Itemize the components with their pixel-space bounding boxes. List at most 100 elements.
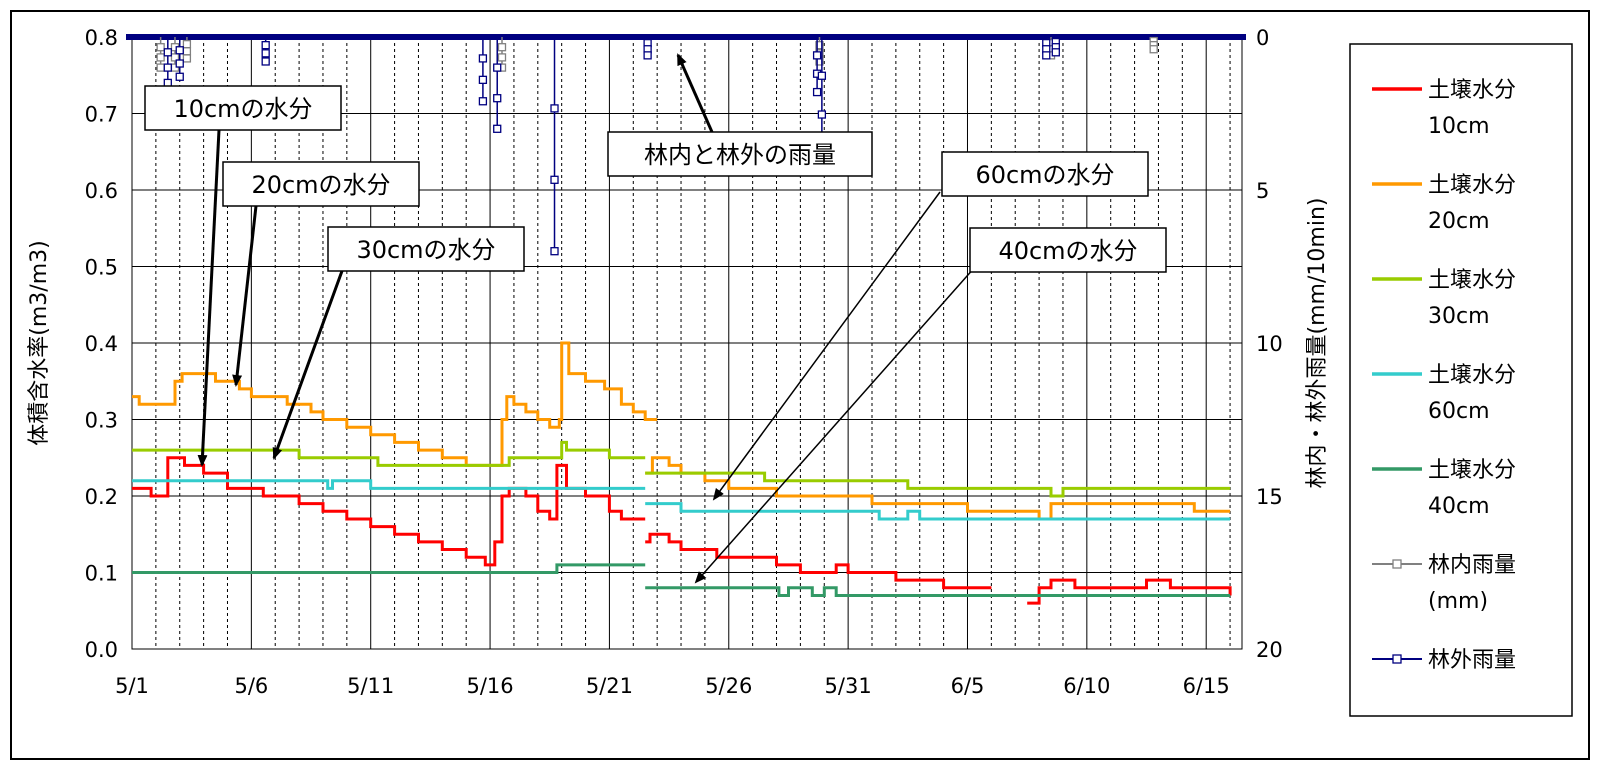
legend-entry-name: 土壌水分 bbox=[1428, 78, 1516, 103]
series-layer bbox=[132, 341, 1232, 605]
rain-in-marker bbox=[1149, 45, 1158, 54]
series-line-4 bbox=[132, 479, 1231, 521]
x-tick-label: 6/10 bbox=[1063, 674, 1110, 698]
x-tick-label: 6/5 bbox=[951, 674, 985, 698]
rain-out-marker bbox=[817, 110, 827, 119]
rain-in-marker bbox=[170, 53, 180, 62]
rain-in-marker bbox=[497, 43, 507, 52]
y2-tick-label: 5 bbox=[1256, 179, 1269, 203]
annotation-label: 40cmの水分 bbox=[998, 237, 1137, 265]
rain-out-marker bbox=[478, 54, 488, 63]
chart-frame: 0.8 0.7 0.6 0.5 0.4 0.3 0.2 0.1 0.0 0 5 10 15 20 5/1 5/… bbox=[10, 10, 1590, 760]
rain-out-marker bbox=[163, 48, 172, 57]
y2-tick-label: 20 bbox=[1256, 638, 1283, 662]
y2-tick-label: 0 bbox=[1256, 26, 1269, 50]
annotation-box bbox=[222, 161, 420, 207]
y-tick-label: 0.7 bbox=[85, 103, 118, 127]
rain-out-marker bbox=[175, 72, 184, 81]
rain-in-marker bbox=[182, 47, 192, 56]
y2-tick-label: 10 bbox=[1256, 332, 1283, 356]
y-tick-label: 0.6 bbox=[85, 179, 118, 203]
series-line-2 bbox=[132, 341, 1231, 521]
x-tick-label: 5/1 bbox=[115, 674, 149, 698]
x-tick-label: 5/16 bbox=[466, 674, 513, 698]
y-tick-label: 0.0 bbox=[85, 638, 118, 662]
annotation-label: 20cmの水分 bbox=[251, 171, 390, 199]
x-tick-label: 5/21 bbox=[586, 674, 633, 698]
rain-out-marker bbox=[1042, 51, 1051, 60]
series-line-3 bbox=[132, 440, 1231, 498]
chart-svg: 0.8 0.7 0.6 0.5 0.4 0.3 0.2 0.1 0.0 0 5 10 15 20 5/1 5/… bbox=[27, 26, 1573, 717]
rain-out-marker bbox=[163, 63, 172, 72]
rain-out-marker bbox=[643, 51, 652, 60]
legend-entry-sub: 10cm bbox=[1428, 114, 1490, 139]
rain-out-marker bbox=[261, 49, 270, 58]
rain-out-marker bbox=[817, 71, 827, 80]
rain-layer bbox=[126, 34, 1246, 256]
annotation-arrow bbox=[676, 53, 714, 133]
rain-out-marker bbox=[550, 104, 559, 113]
rain-in-marker bbox=[815, 41, 824, 50]
x-tick-label: 5/31 bbox=[825, 674, 872, 698]
legend-entry-name: 林外雨量 bbox=[1428, 648, 1516, 673]
annotation-arrow bbox=[232, 205, 258, 387]
rain-out-marker bbox=[550, 175, 559, 184]
x-tick-label: 5/6 bbox=[234, 674, 268, 698]
rain-out-marker bbox=[493, 63, 502, 72]
annotation-label: 30cmの水分 bbox=[356, 236, 495, 264]
rain-out-marker bbox=[1051, 48, 1060, 57]
annotation-arrow bbox=[272, 270, 344, 460]
rain-out-marker bbox=[175, 46, 184, 55]
rain-out-marker bbox=[478, 97, 488, 106]
annotation-label: 60cmの水分 bbox=[975, 161, 1114, 189]
legend-entry-sub: (mm) bbox=[1428, 589, 1488, 614]
annotation-layer: 10cmの水分 20cmの水分 30cmの水分 林内と林外の雨量 60cmの水分 40cm… bbox=[144, 53, 1167, 584]
annotation-box bbox=[327, 226, 525, 272]
rain-out-marker bbox=[261, 57, 270, 66]
series-line-1 bbox=[132, 456, 1232, 605]
annotation-arrow bbox=[197, 129, 221, 467]
rain-out-marker bbox=[261, 41, 270, 50]
x-tick-label: 5/11 bbox=[347, 674, 394, 698]
rain-in-marker bbox=[497, 53, 507, 62]
series-line-5 bbox=[132, 563, 1231, 597]
rain-out-marker bbox=[493, 124, 502, 133]
y-tick-label: 0.4 bbox=[85, 332, 118, 356]
legend-entry-name: 林内雨量 bbox=[1428, 553, 1516, 578]
y-axis-title: 体積含水率(m3/m3) bbox=[27, 240, 52, 445]
x-tick-label: 6/15 bbox=[1183, 674, 1230, 698]
annotation-arrow bbox=[712, 191, 941, 501]
rain-in-marker bbox=[182, 54, 192, 63]
annotation-label: 10cmの水分 bbox=[173, 95, 312, 123]
y-tick-label: 0.5 bbox=[85, 256, 118, 280]
legend-entry-sub: 60cm bbox=[1428, 399, 1490, 424]
annotation-label: 林内と林外の雨量 bbox=[644, 141, 836, 169]
rain-out-marker bbox=[812, 51, 822, 60]
y-tick-label: 0.2 bbox=[85, 485, 118, 509]
annotation-box bbox=[144, 85, 342, 131]
rain-out-marker bbox=[478, 75, 488, 84]
annotation-arrow bbox=[694, 266, 976, 584]
rain-out-marker bbox=[812, 87, 822, 97]
annotation-box bbox=[969, 227, 1167, 273]
legend-entry-sub: 40cm bbox=[1428, 494, 1490, 519]
annotation-box bbox=[607, 131, 873, 177]
x-tick-label: 5/26 bbox=[705, 674, 752, 698]
legend-marker bbox=[1392, 559, 1402, 569]
rain-in-marker bbox=[182, 39, 192, 49]
y2-axis-title: 林内・林外雨量(mm/10min) bbox=[1305, 198, 1330, 489]
rain-out-marker bbox=[175, 59, 184, 68]
legend-box: 土壌水分 10cm 土壌水分 20cm 土壌水分 30cm 土壌水分 60cm 土壌水分 40cm… bbox=[1349, 43, 1573, 717]
rain-in-marker bbox=[156, 43, 165, 52]
legend-entry-sub: 20cm bbox=[1428, 209, 1490, 234]
legend-marker bbox=[1392, 654, 1402, 664]
rain-in-marker bbox=[156, 53, 165, 62]
annotation-box bbox=[941, 151, 1149, 197]
rain-out-marker bbox=[550, 247, 559, 256]
rain-out-marker bbox=[493, 94, 502, 103]
legend-entry-sub: 30cm bbox=[1428, 304, 1490, 329]
legend-entry-name: 土壌水分 bbox=[1428, 268, 1516, 293]
legend-entry-name: 土壌水分 bbox=[1428, 173, 1516, 198]
axes-layer: 0.8 0.7 0.6 0.5 0.4 0.3 0.2 0.1 0.0 0 5 10 15 20 5/1 5/… bbox=[27, 26, 1330, 698]
y-tick-label: 0.8 bbox=[85, 26, 118, 50]
